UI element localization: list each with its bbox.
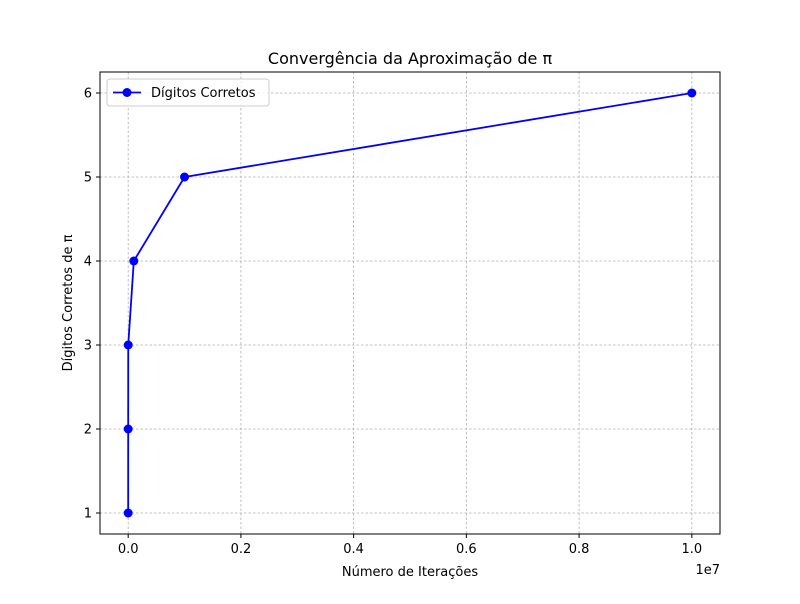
plot-frame xyxy=(99,71,721,535)
y-tick-label-0: 1 xyxy=(84,507,92,522)
legend-box xyxy=(106,78,270,107)
data-point-0-3 xyxy=(129,256,139,266)
series-layer xyxy=(123,88,697,518)
legend-label: Dígitos Corretos xyxy=(151,86,256,101)
x-tick-label-2: 0.4 xyxy=(343,542,364,557)
x-axis-offset-label: 1e7 xyxy=(695,563,720,578)
data-point-0-1 xyxy=(123,424,133,434)
chart-title: Convergência da Aproximação de π xyxy=(268,49,553,68)
y-tick-label-2: 3 xyxy=(84,339,92,354)
x-axis-label: Número de Iterações xyxy=(342,565,478,580)
y-axis: 1 2 3 4 5 6 xyxy=(84,87,100,522)
y-tick-label-3: 4 xyxy=(84,255,92,270)
y-axis-label: Dígitos Corretos de π xyxy=(61,234,76,371)
y-tick-label-4: 5 xyxy=(84,171,92,186)
y-tick-label-5: 6 xyxy=(84,87,92,102)
x-tick-label-4: 0.8 xyxy=(569,542,590,557)
series-line-0 xyxy=(127,92,692,514)
legend: Dígitos Corretos xyxy=(106,78,270,107)
data-point-0-0 xyxy=(123,508,133,518)
x-tick-label-5: 1.0 xyxy=(681,542,702,557)
data-point-0-2 xyxy=(123,340,133,350)
x-tick-label-0: 0.0 xyxy=(118,542,139,557)
data-point-0-5 xyxy=(687,88,697,98)
y-tick-label-1: 2 xyxy=(84,423,92,438)
x-tick-label-1: 0.2 xyxy=(231,542,252,557)
x-tick-label-3: 0.6 xyxy=(456,542,477,557)
legend-marker-sample xyxy=(122,88,132,97)
data-point-0-4 xyxy=(180,172,190,182)
x-axis: 0.0 0.2 0.4 0.6 0.8 1.0 xyxy=(118,534,702,557)
